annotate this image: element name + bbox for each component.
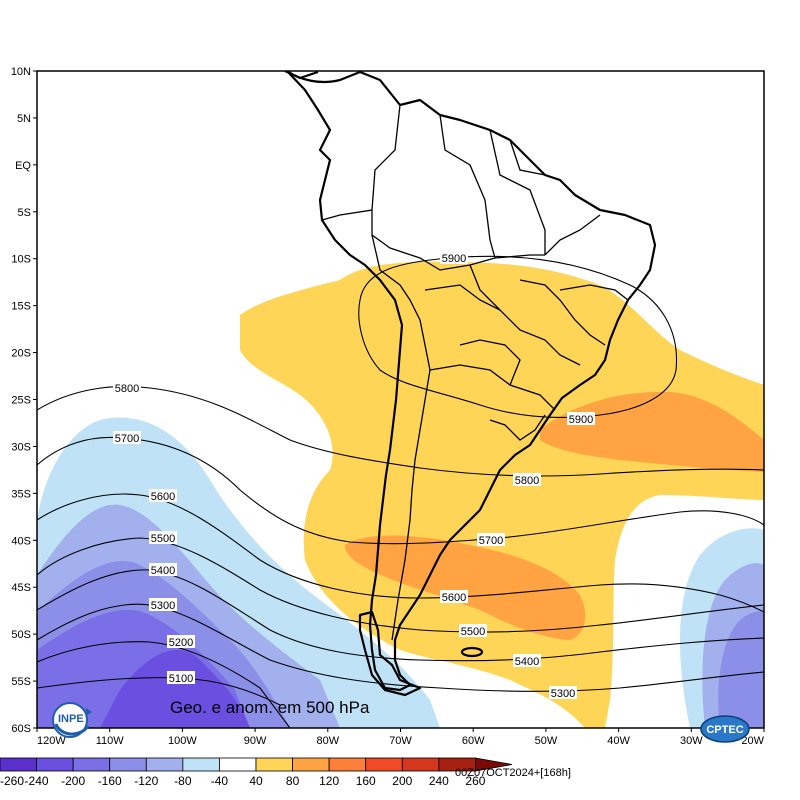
colorbar-swatch xyxy=(109,757,147,772)
colorbar-swatch xyxy=(0,757,37,772)
falkland-islands xyxy=(460,646,484,658)
colorbar-swatch xyxy=(255,757,293,772)
lat-label: 20S xyxy=(11,348,31,360)
contour-label: 5700 xyxy=(115,433,139,445)
colorbar-swatch xyxy=(72,757,111,772)
country-borders xyxy=(321,104,629,641)
map-title: Geo. e anom. em 500 hPa xyxy=(170,698,370,717)
contour-label: 5300 xyxy=(551,688,575,700)
lon-label: 40W xyxy=(607,735,630,747)
lat-label: 40S xyxy=(11,535,31,547)
lat-label: 60S xyxy=(11,723,31,735)
colorbar-label: 200 xyxy=(392,774,412,788)
colorbar-label: 40 xyxy=(249,774,263,788)
colorbar-swatch xyxy=(328,757,367,772)
contour-label: 5600 xyxy=(151,491,175,503)
colorbar-swatch xyxy=(219,757,257,772)
contour-5900 xyxy=(358,255,678,419)
contour-label: 5300 xyxy=(151,600,175,612)
colorbar-label: -80 xyxy=(174,774,192,788)
lon-label: 110W xyxy=(96,735,125,747)
contour-label: 5700 xyxy=(479,535,503,547)
lon-label: 60W xyxy=(462,735,485,747)
lat-label: 30S xyxy=(11,441,31,453)
contour-label: 5800 xyxy=(515,475,539,487)
anomaly-pos-80-east xyxy=(540,391,764,472)
colorbar-swatch xyxy=(292,757,330,772)
lat-label: 50S xyxy=(11,629,31,641)
contour-label: 5500 xyxy=(151,533,175,545)
contour-label: 5400 xyxy=(515,656,539,668)
contour-label: 5900 xyxy=(442,253,466,265)
contour-label: 5100 xyxy=(169,673,193,685)
inpe-logo-text: INPE xyxy=(58,713,84,725)
lat-label: EQ xyxy=(15,160,31,172)
lat-label: 35S xyxy=(11,488,31,500)
colorbar-swatch xyxy=(365,757,403,772)
colorbar: -260 -240 -200 -160 -120 -80 -40 40 80 120 160 200 2… xyxy=(0,757,513,788)
lon-label: 30W xyxy=(680,735,703,747)
tierra-del-fuego xyxy=(358,610,422,697)
lon-label: 50W xyxy=(535,735,558,747)
colorbar-swatch xyxy=(182,757,220,772)
colorbar-swatch xyxy=(475,757,513,772)
colorbar-label: -40 xyxy=(211,774,229,788)
lat-label: 5N xyxy=(17,113,31,125)
colorbar-swatch xyxy=(36,757,74,772)
contour-labels: 5900 5900 5800 5800 5700 5700 5600 5600 … xyxy=(113,251,595,700)
lat-label: 10N xyxy=(11,66,31,78)
lon-label: 70W xyxy=(389,735,412,747)
colorbar-label: -260 xyxy=(0,774,24,788)
contour-label: 5500 xyxy=(461,626,485,638)
lat-label: 45S xyxy=(11,582,31,594)
lon-label: 120W xyxy=(37,735,66,747)
lon-label: 80W xyxy=(316,735,339,747)
colorbar-label: -200 xyxy=(61,774,85,788)
contour-5500 xyxy=(37,537,764,633)
lon-label: 20W xyxy=(741,735,764,747)
lat-label: 15S xyxy=(11,301,31,313)
south-america-coast xyxy=(285,71,657,692)
anomaly-neg-west-200 xyxy=(100,650,250,728)
lon-label: 90W xyxy=(244,735,267,747)
colorbar-label: -120 xyxy=(134,774,158,788)
cptec-logo-text: CPTEC xyxy=(706,724,743,736)
lat-label: 55S xyxy=(11,676,31,688)
contour-5400 xyxy=(37,569,764,662)
inpe-logo: INPE xyxy=(52,702,92,738)
colorbar-swatch xyxy=(401,757,440,772)
contour-label: 5900 xyxy=(569,414,593,426)
colorbar-label: 80 xyxy=(286,774,300,788)
contour-5600 xyxy=(37,493,764,613)
contour-5800 xyxy=(37,385,764,477)
longitude-axis: 120W 110W 100W 90W 80W 70W 60W 50W 40W 30W 20W xyxy=(36,728,765,747)
anomaly-neg-east-120 xyxy=(718,611,764,728)
contour-label: 5200 xyxy=(169,637,193,649)
lon-label: 100W xyxy=(168,735,197,747)
colorbar-label: -240 xyxy=(25,774,49,788)
lat-label: 10S xyxy=(11,254,31,266)
contour-label: 5400 xyxy=(151,565,175,577)
forecast-timestamp: 00Z07OCT2024+[168h] xyxy=(455,767,571,779)
contour-5200 xyxy=(37,641,291,728)
colorbar-label: 260 xyxy=(465,774,485,788)
latitude-axis: 10N 5N EQ 5S 10S 15S 20S 25S 30S 35S 40S 45S 50S 55S 6… xyxy=(11,66,37,735)
colorbar-label: 240 xyxy=(429,774,449,788)
lat-label: 25S xyxy=(11,395,31,407)
colorbar-label: 160 xyxy=(356,774,376,788)
coastlines xyxy=(284,71,657,697)
colorbar-label: -160 xyxy=(98,774,122,788)
lat-label: 5S xyxy=(18,207,31,219)
cptec-logo: CPTEC xyxy=(700,715,750,743)
colorbar-swatch xyxy=(145,757,184,772)
contour-label: 5800 xyxy=(115,383,139,395)
contour-label: 5600 xyxy=(442,592,466,604)
central-america-coast xyxy=(284,71,319,80)
contour-5300 xyxy=(37,603,764,692)
colorbar-label: 120 xyxy=(319,774,339,788)
